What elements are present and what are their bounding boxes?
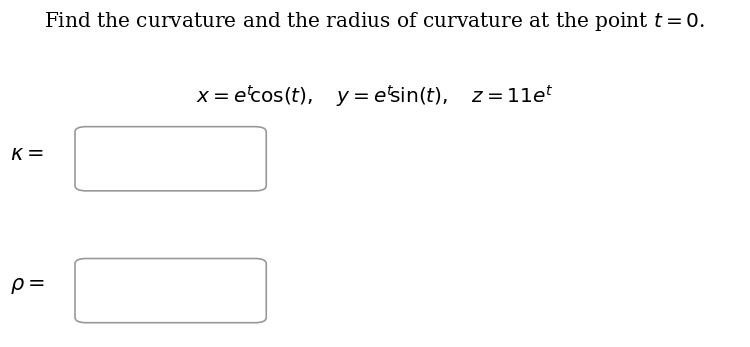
FancyBboxPatch shape: [75, 127, 266, 191]
FancyBboxPatch shape: [75, 259, 266, 323]
Text: $x = e^t\!\cos(t), \quad y = e^t\!\sin(t), \quad z = 11e^t$: $x = e^t\!\cos(t), \quad y = e^t\!\sin(t…: [196, 83, 554, 109]
Text: Find the curvature and the radius of curvature at the point $t = 0$.: Find the curvature and the radius of cur…: [44, 10, 706, 33]
Text: $\kappa =$: $\kappa =$: [10, 145, 44, 164]
Text: $\rho =$: $\rho =$: [10, 276, 44, 296]
